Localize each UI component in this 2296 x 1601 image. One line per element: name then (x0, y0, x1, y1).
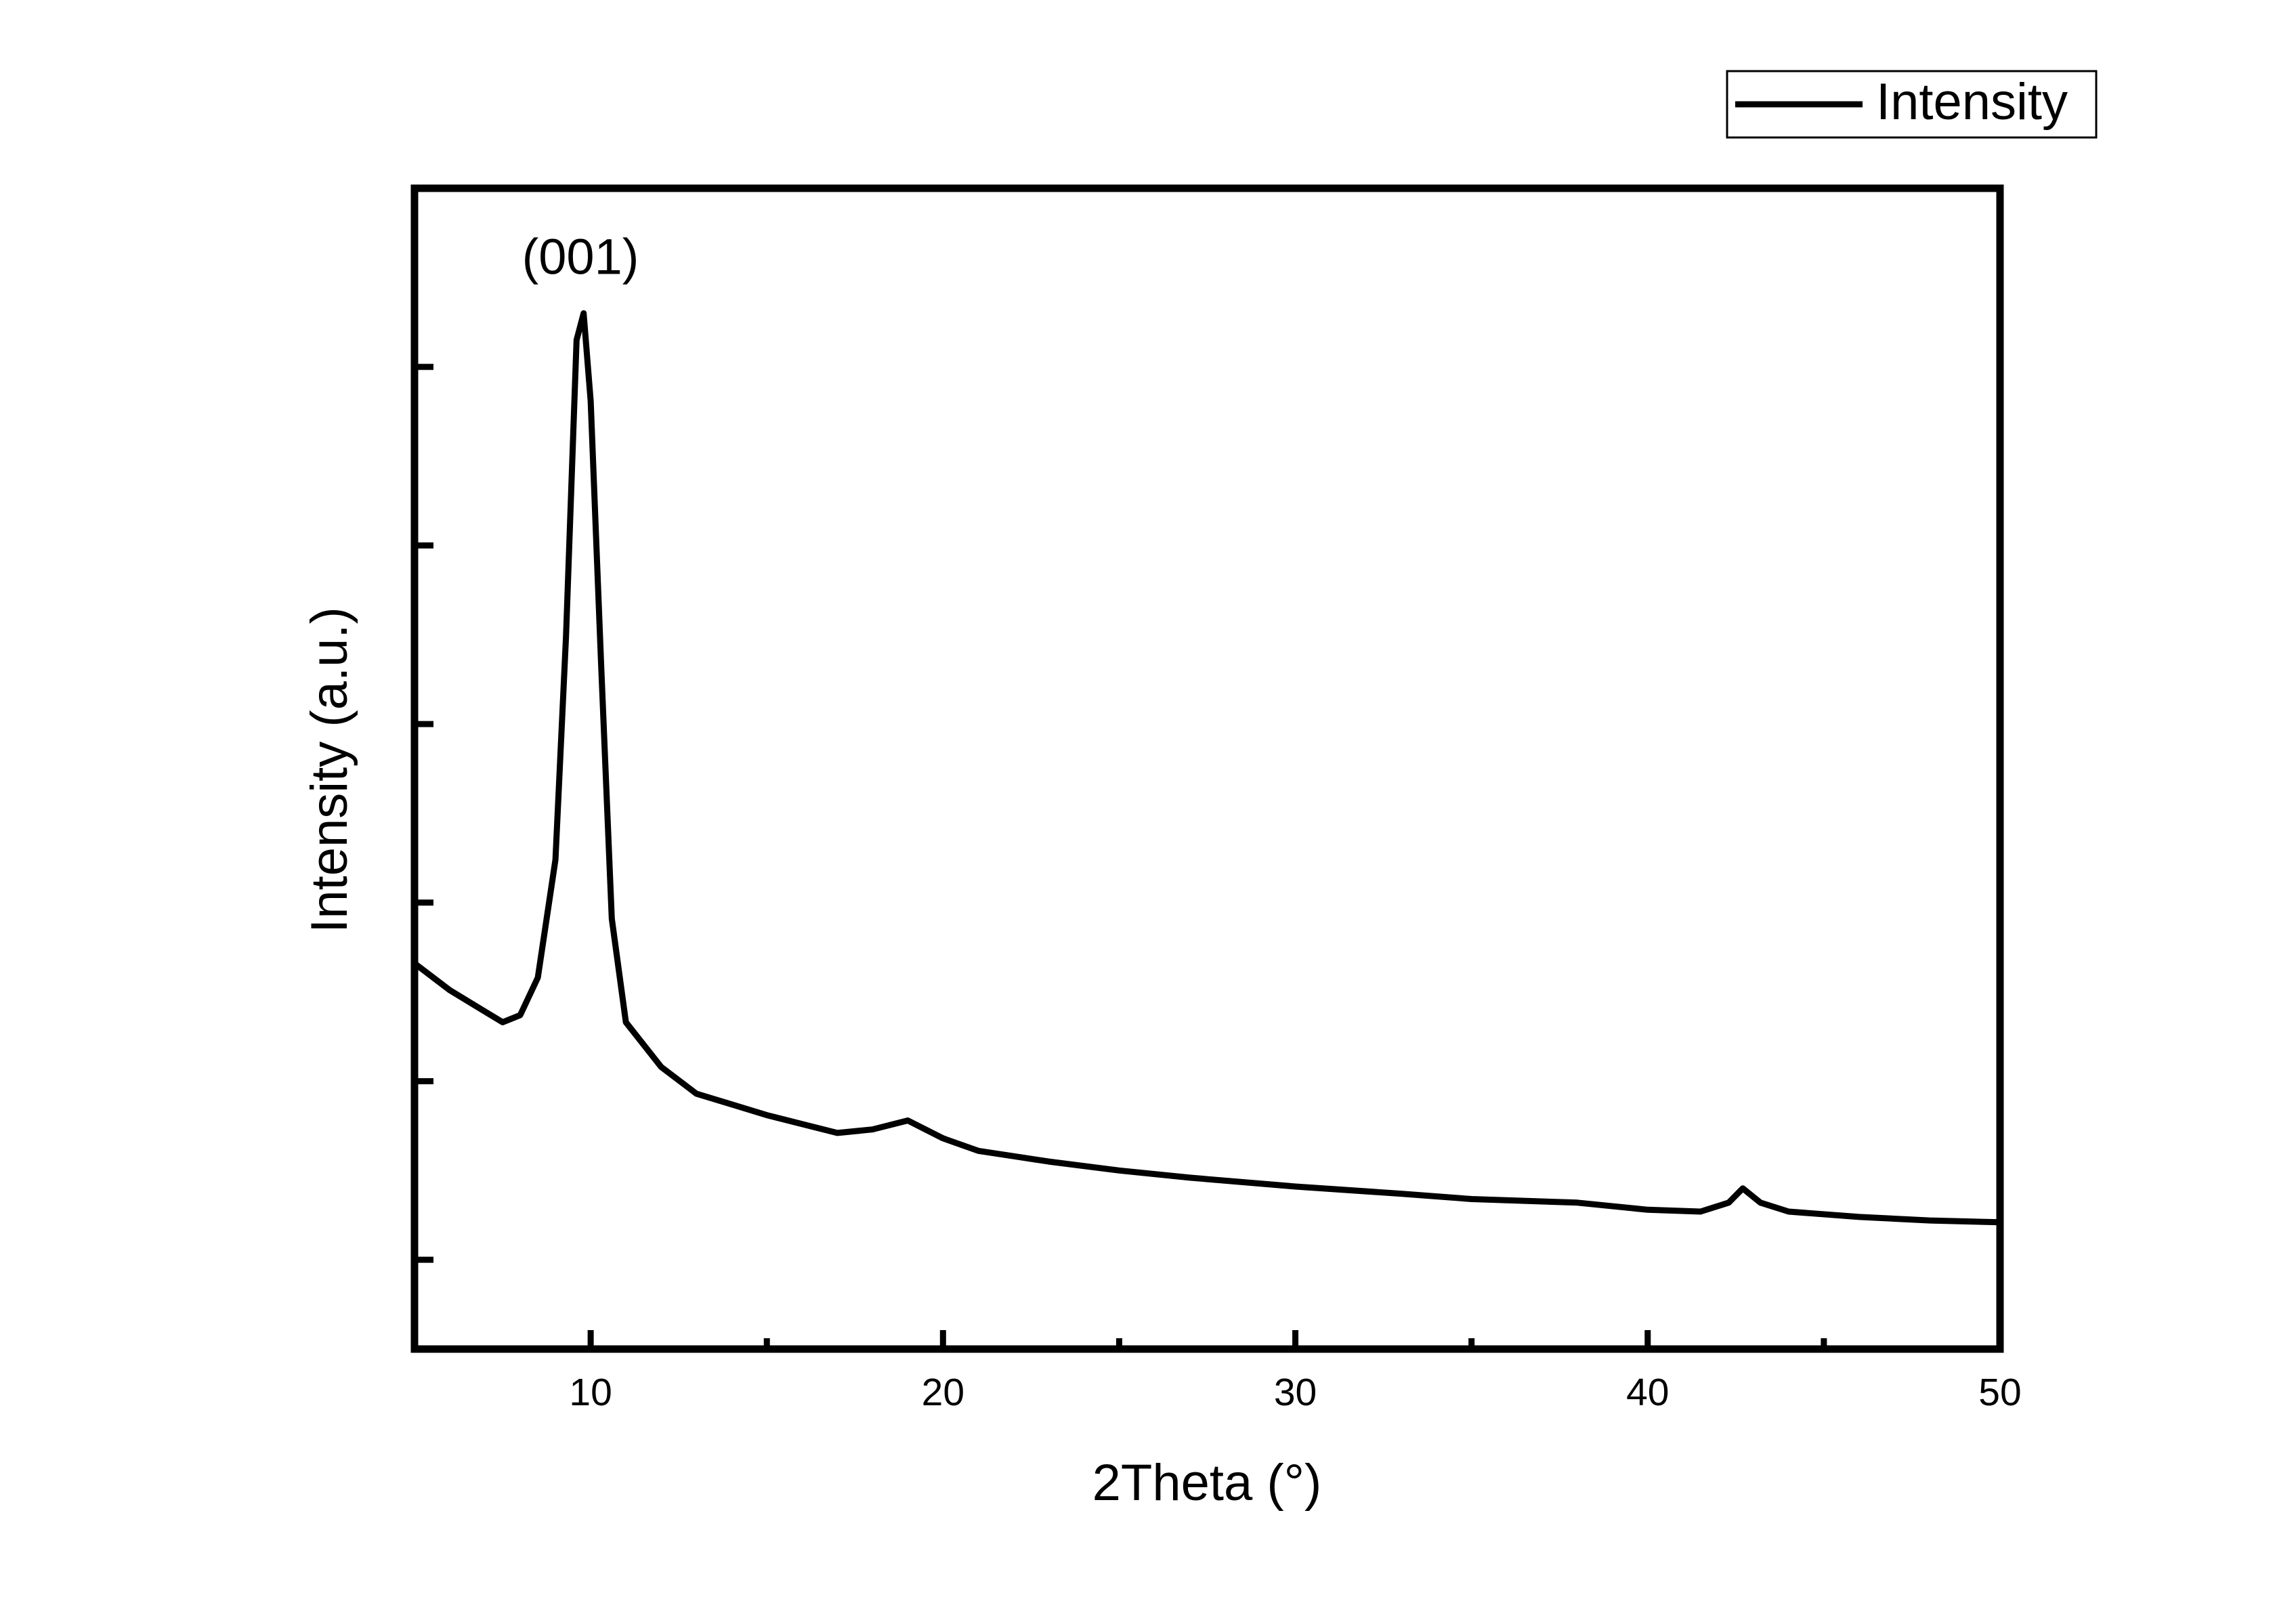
x-tick-label: 20 (922, 1371, 964, 1414)
x-tick-label: 50 (1978, 1371, 2021, 1414)
x-tick-label: 10 (569, 1371, 612, 1414)
legend-label: Intensity (1876, 73, 2068, 131)
y-axis-label: Intensity (a.u.) (301, 607, 358, 933)
plot-frame (410, 184, 2004, 1353)
x-axis-label: 2Theta (°) (1092, 1454, 1322, 1512)
x-tick-label: 40 (1626, 1371, 1669, 1414)
x-tick-label: 30 (1274, 1371, 1317, 1414)
data-line (412, 310, 2001, 1226)
peak-annotation: (001) (522, 229, 639, 285)
